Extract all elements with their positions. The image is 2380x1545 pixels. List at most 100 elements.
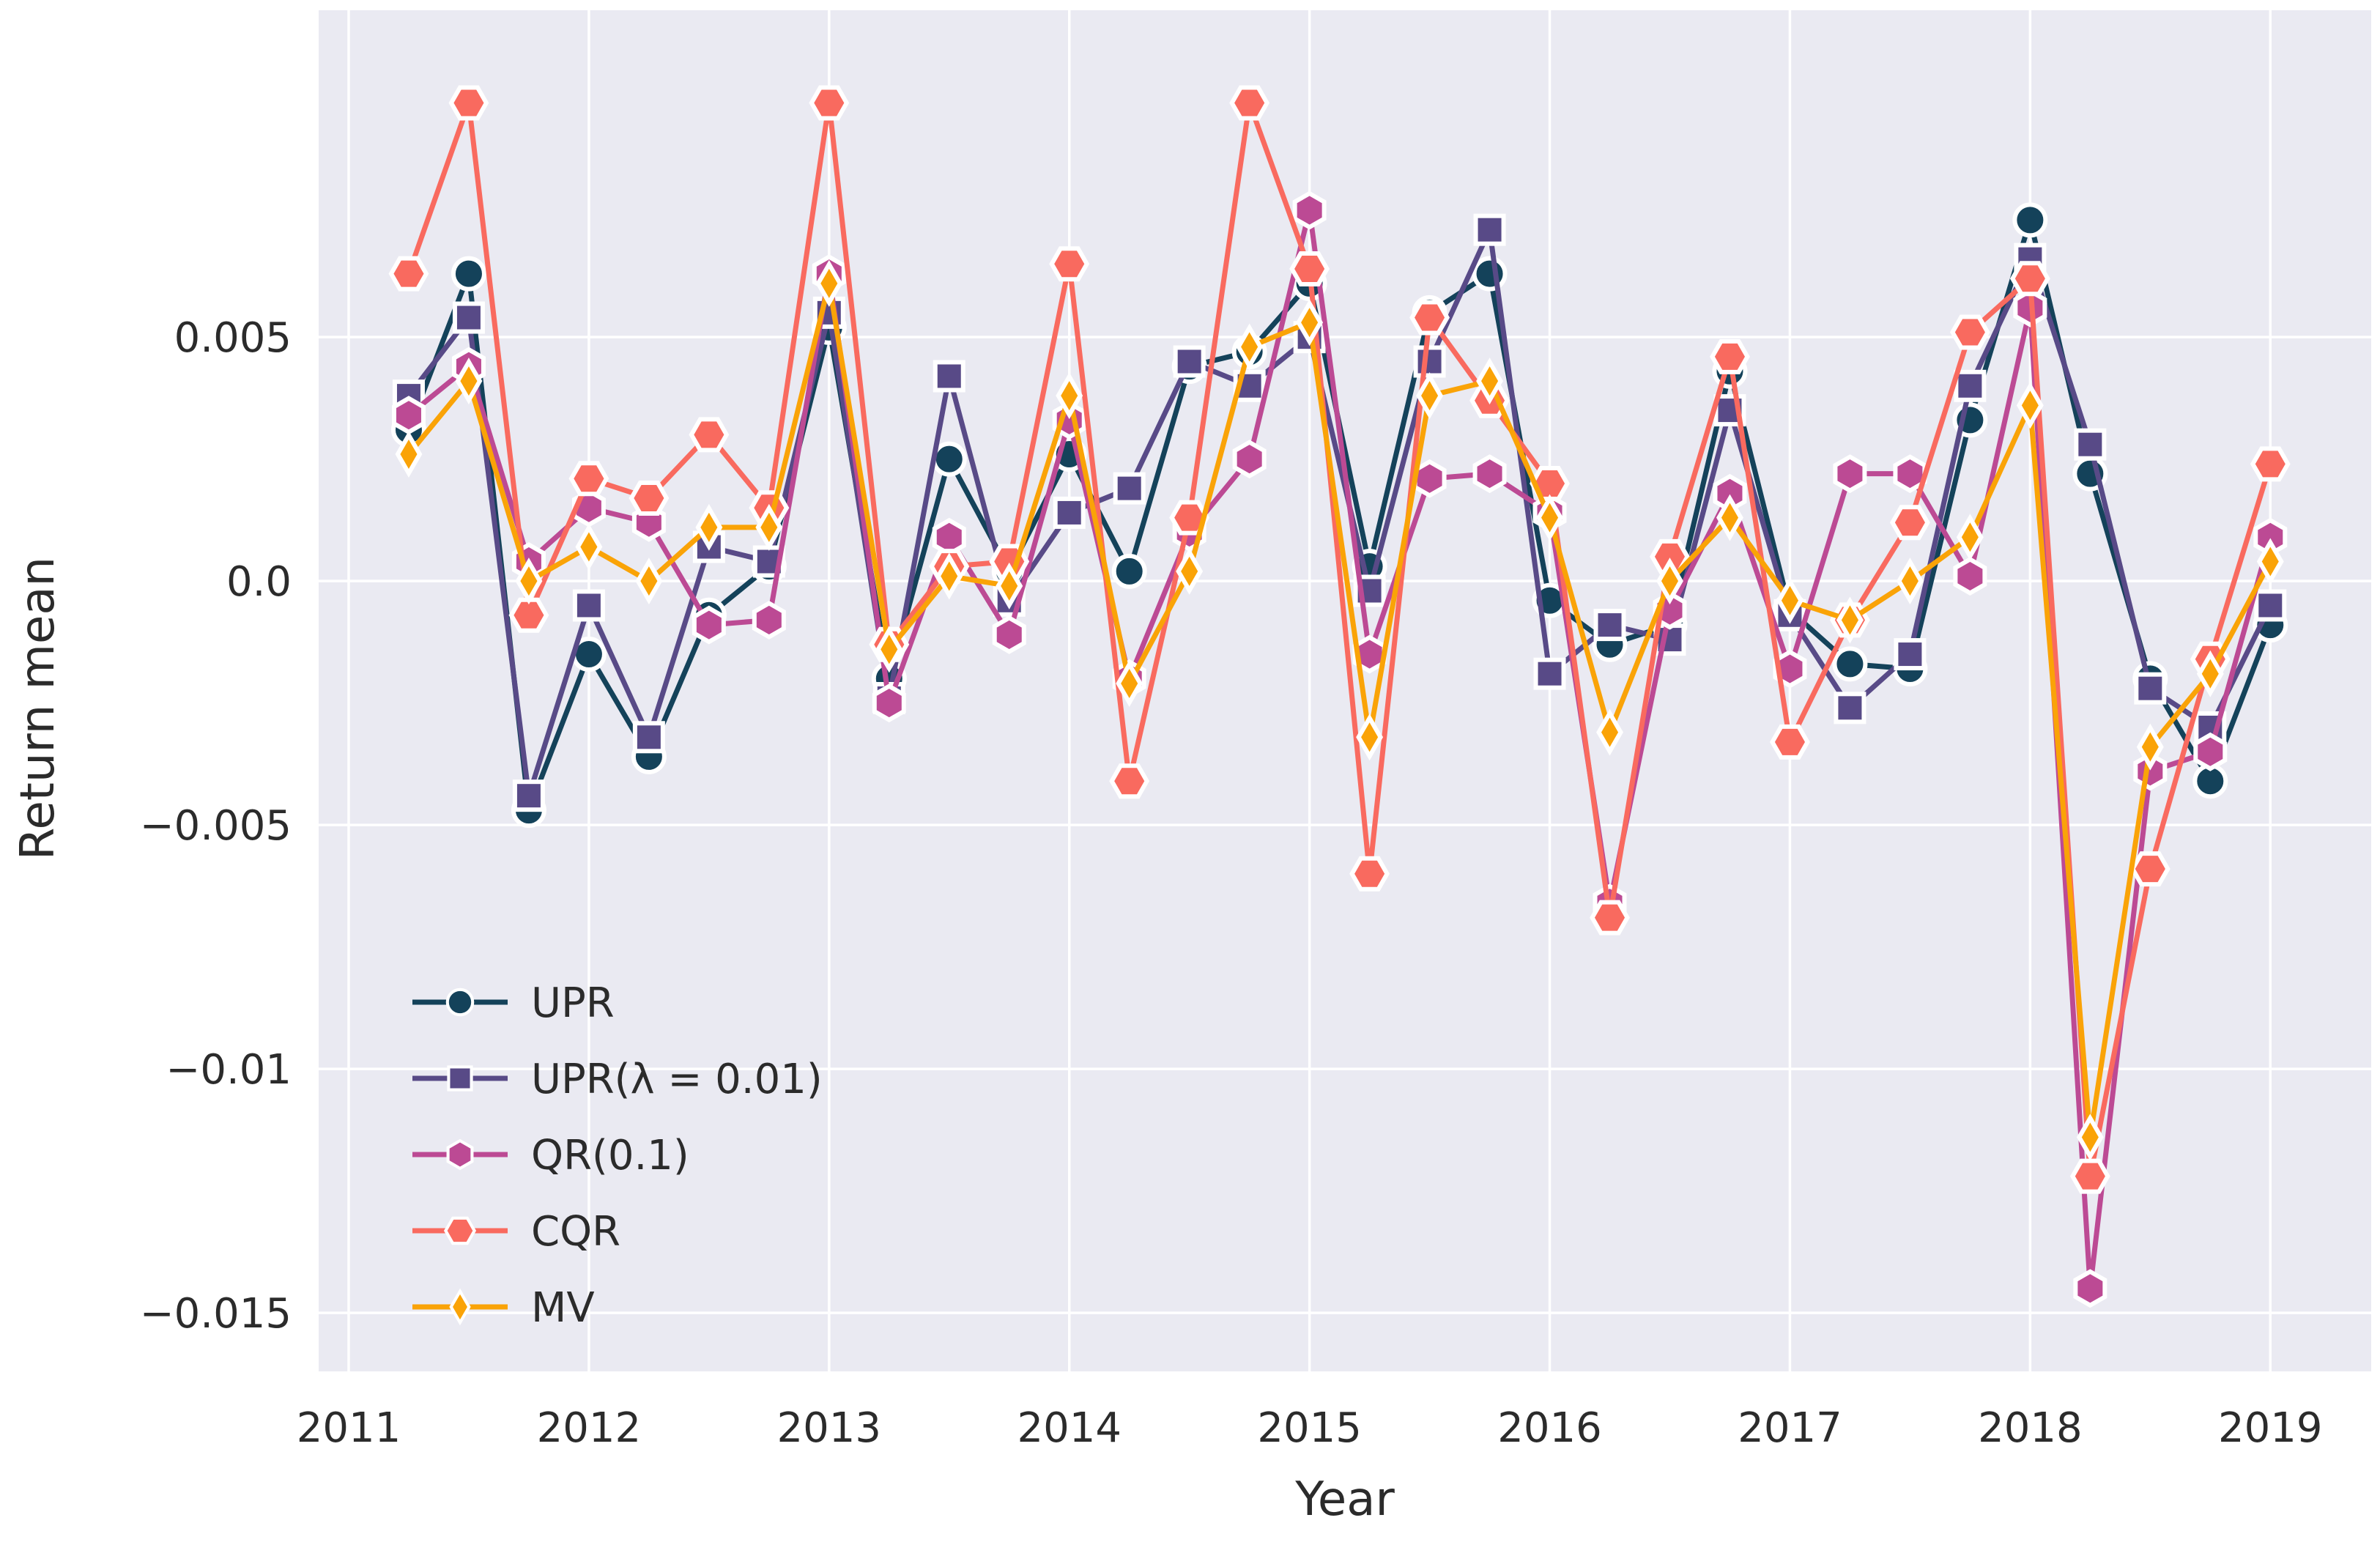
data-point-MV xyxy=(1416,372,1444,420)
x-tick-label: 2011 xyxy=(297,1404,401,1452)
data-point-UPR(λ = 0.01) xyxy=(2134,672,2167,705)
data-point-MV xyxy=(1596,708,1623,756)
data-point-QR(0.1) xyxy=(1953,557,1987,596)
data-point-QR(0.1) xyxy=(692,605,726,645)
legend-marker-UPR(λ = 0.01) xyxy=(447,1065,473,1092)
x-tick-label: 2014 xyxy=(1017,1404,1122,1452)
data-point-QR(0.1) xyxy=(992,615,1026,654)
data-point-CQR xyxy=(508,597,549,633)
data-point-UPR(λ = 0.01) xyxy=(1894,638,1927,671)
data-point-CQR xyxy=(689,417,730,453)
data-point-CQR xyxy=(1710,338,1750,374)
data-point-UPR(λ = 0.01) xyxy=(2254,589,2287,622)
data-point-MV xyxy=(395,431,423,478)
data-point-UPR(λ = 0.01) xyxy=(512,779,545,812)
y-tick-label: −0.015 xyxy=(140,1290,292,1338)
data-point-MV xyxy=(1356,714,1384,761)
legend-label-QR(0.1): QR(0.1) xyxy=(531,1132,689,1179)
x-tick-label: 2013 xyxy=(777,1404,882,1452)
data-point-QR(0.1) xyxy=(1292,190,1327,230)
data-point-MV xyxy=(1116,660,1143,708)
data-point-QR(0.1) xyxy=(872,683,906,723)
data-point-MV xyxy=(2196,650,2224,697)
data-point-MV xyxy=(755,503,783,551)
data-point-MV xyxy=(1716,494,1743,541)
x-tick-label: 2016 xyxy=(1497,1404,1602,1452)
data-point-UPR(λ = 0.01) xyxy=(452,301,485,334)
data-point-UPR xyxy=(2012,202,2048,238)
data-point-UPR(λ = 0.01) xyxy=(1533,657,1566,690)
data-point-QR(0.1) xyxy=(2073,1269,2107,1308)
legend-marker-MV xyxy=(449,1288,471,1326)
data-point-MV xyxy=(935,552,963,600)
data-point-CQR xyxy=(1109,763,1150,799)
data-point-QR(0.1) xyxy=(391,396,426,435)
data-point-CQR xyxy=(388,256,429,292)
y-axis-title: Return mean xyxy=(11,556,65,861)
x-axis-title: Year xyxy=(1295,1472,1395,1527)
data-point-MV xyxy=(635,557,663,605)
legend-marker-CQR xyxy=(443,1216,477,1245)
data-point-QR(0.1) xyxy=(1893,454,1927,494)
data-point-CQR xyxy=(1349,856,1390,892)
data-point-MV xyxy=(1476,357,1504,405)
data-point-UPR xyxy=(451,256,486,292)
y-tick-label: −0.01 xyxy=(166,1046,292,1094)
x-tick-label: 2012 xyxy=(537,1404,642,1452)
data-point-UPR xyxy=(1472,256,1508,292)
data-point-UPR(λ = 0.01) xyxy=(2074,428,2107,461)
data-point-CQR xyxy=(2009,261,2050,297)
data-point-QR(0.1) xyxy=(1232,440,1267,479)
data-point-UPR(λ = 0.01) xyxy=(1954,369,1987,402)
data-point-CQR xyxy=(1229,85,1270,121)
data-point-CQR xyxy=(2069,1158,2110,1194)
legend-label-CQR: CQR xyxy=(531,1208,620,1256)
data-point-CQR xyxy=(448,85,489,121)
data-point-UPR(λ = 0.01) xyxy=(1053,496,1086,529)
data-point-QR(0.1) xyxy=(1472,454,1507,494)
data-point-MV xyxy=(1536,494,1564,541)
x-tick-label: 2015 xyxy=(1257,1404,1362,1452)
data-point-CQR xyxy=(1889,505,1930,541)
data-point-MV xyxy=(875,626,903,673)
data-point-UPR xyxy=(1832,646,1868,682)
data-point-MV xyxy=(1896,557,1924,605)
data-point-UPR(λ = 0.01) xyxy=(1593,609,1626,642)
data-point-CQR xyxy=(1289,251,1330,286)
legend-item-MV: MV xyxy=(412,1284,595,1332)
data-point-MV xyxy=(455,357,483,405)
data-point-CQR xyxy=(1409,300,1450,336)
data-point-CQR xyxy=(2250,446,2291,482)
data-point-CQR xyxy=(1770,724,1810,760)
data-point-CQR xyxy=(629,480,670,516)
data-point-UPR(λ = 0.01) xyxy=(1413,345,1446,378)
data-point-QR(0.1) xyxy=(1833,454,1867,494)
data-point-CQR xyxy=(1949,314,1990,350)
legend-marker-QR(0.1) xyxy=(446,1138,474,1171)
x-tick-label: 2017 xyxy=(1738,1404,1842,1452)
data-point-QR(0.1) xyxy=(2193,732,2228,771)
data-point-MV xyxy=(695,503,723,551)
legend-marker-UPR xyxy=(445,988,475,1017)
data-point-UPR(λ = 0.01) xyxy=(572,589,605,622)
data-point-MV xyxy=(2136,723,2164,771)
legend-item-UPR(λ = 0.01): UPR(λ = 0.01) xyxy=(412,1056,823,1103)
legend-label-UPR(λ = 0.01): UPR(λ = 0.01) xyxy=(531,1056,823,1103)
data-point-UPR xyxy=(931,441,967,477)
data-point-MV xyxy=(2016,382,2044,429)
data-point-MV xyxy=(575,523,603,571)
data-point-MV xyxy=(1296,299,1324,347)
data-point-QR(0.1) xyxy=(752,600,786,640)
data-point-MV xyxy=(996,562,1023,610)
legend-label-UPR: UPR xyxy=(531,979,615,1027)
data-point-MV xyxy=(1956,514,1984,561)
y-tick-label: −0.005 xyxy=(140,802,292,850)
data-point-UPR(λ = 0.01) xyxy=(1473,213,1506,246)
y-tick-label: 0.005 xyxy=(174,314,292,362)
data-point-MV xyxy=(815,259,843,307)
data-point-MV xyxy=(515,557,543,605)
legend-item-QR(0.1): QR(0.1) xyxy=(412,1132,689,1179)
data-point-UPR(λ = 0.01) xyxy=(632,721,665,754)
data-point-CQR xyxy=(2129,851,2170,887)
